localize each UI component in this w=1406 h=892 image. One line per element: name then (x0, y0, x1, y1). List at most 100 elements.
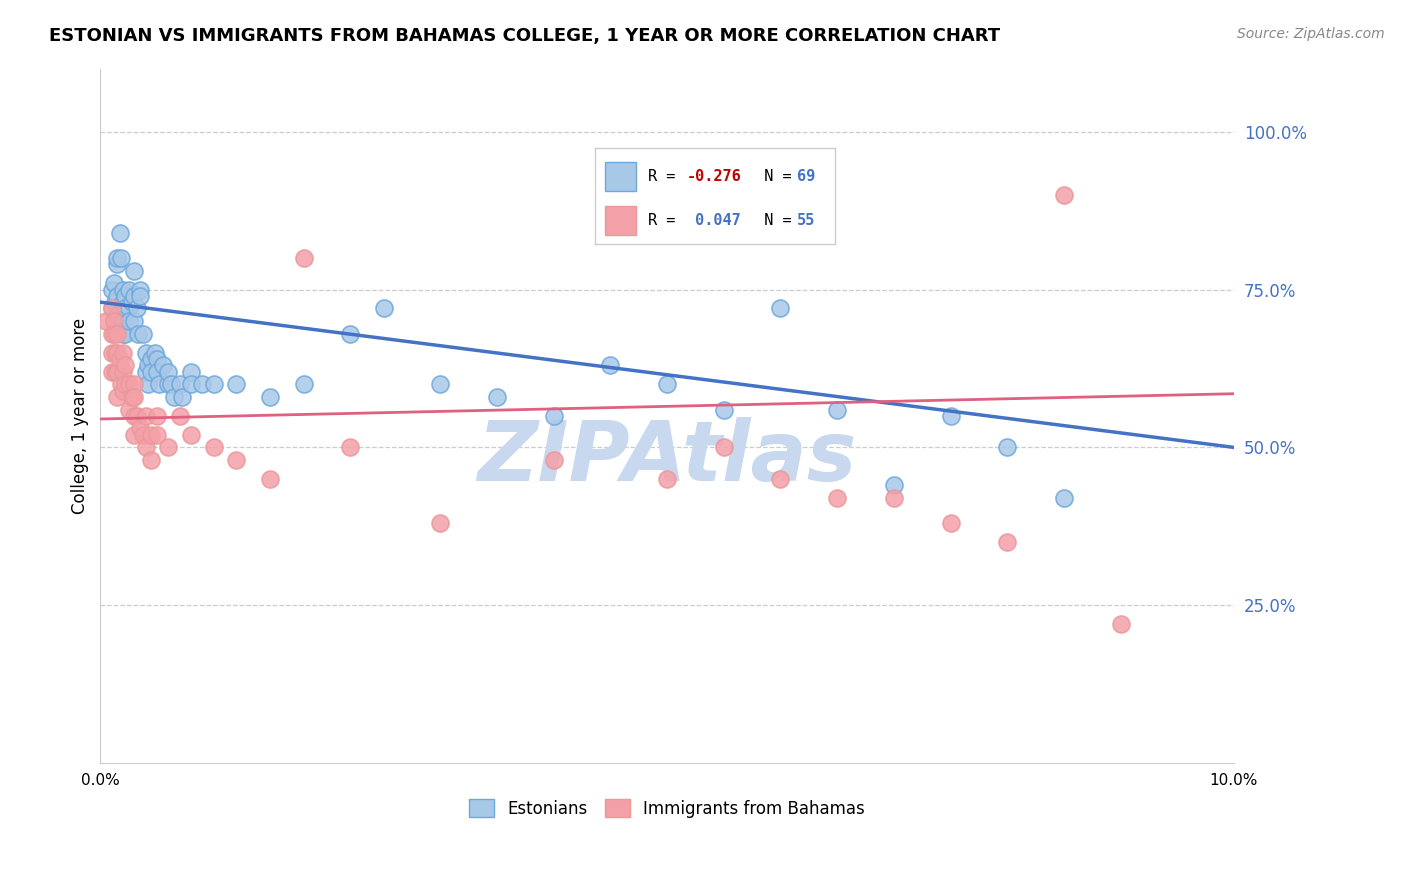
Point (111, 295, 134, 310)
Text: 55: 55 (797, 213, 815, 227)
Point (141, 351, 163, 366)
Point (104, 345, 127, 359)
Point (105, 326, 128, 341)
Point (100, 301, 122, 316)
Point (135, 365, 157, 379)
Text: N =: N = (747, 169, 801, 184)
Point (121, 295, 143, 310)
Point (163, 390, 186, 404)
Point (486, 390, 509, 404)
Point (225, 377, 247, 392)
Point (157, 377, 180, 392)
Point (118, 301, 141, 316)
Text: 0.047: 0.047 (686, 213, 741, 227)
Point (111, 384, 134, 398)
Point (292, 251, 315, 265)
Text: Source: ZipAtlas.com: Source: ZipAtlas.com (1237, 27, 1385, 41)
Point (110, 251, 132, 265)
Point (111, 314, 134, 328)
Point (713, 441, 735, 455)
Point (118, 283, 141, 297)
Point (135, 345, 157, 359)
Text: 69: 69 (797, 169, 815, 184)
Legend: Estonians, Immigrants from Bahamas: Estonians, Immigrants from Bahamas (463, 793, 872, 824)
Text: ZIPAtlas: ZIPAtlas (478, 417, 856, 498)
Point (146, 351, 169, 366)
Point (429, 377, 451, 392)
Point (191, 377, 214, 392)
Text: R =: R = (648, 213, 685, 227)
Point (339, 326, 361, 341)
Point (100, 365, 122, 379)
Point (105, 390, 128, 404)
Point (939, 516, 962, 531)
Point (373, 301, 395, 316)
Point (259, 472, 281, 486)
Point (825, 491, 848, 505)
Point (103, 314, 125, 328)
Point (939, 409, 962, 423)
Point (105, 365, 128, 379)
Point (141, 427, 163, 442)
Point (143, 345, 166, 359)
Point (127, 326, 149, 341)
Point (121, 390, 143, 404)
Point (825, 402, 848, 417)
Point (202, 377, 225, 392)
Point (543, 409, 565, 423)
Point (132, 427, 155, 442)
Point (995, 535, 1018, 549)
Point (100, 301, 122, 316)
Point (124, 427, 146, 442)
Point (129, 283, 152, 297)
Point (1053, 187, 1076, 202)
Point (118, 377, 141, 392)
Point (146, 365, 169, 379)
Text: N =: N = (747, 213, 801, 227)
Y-axis label: College, 1 year or more: College, 1 year or more (72, 318, 89, 514)
Point (114, 359, 136, 373)
Point (713, 402, 735, 417)
Point (180, 427, 202, 442)
Point (157, 441, 180, 455)
Point (136, 359, 159, 373)
Point (170, 390, 193, 404)
Point (148, 377, 170, 392)
Point (655, 472, 678, 486)
Point (114, 301, 136, 316)
Point (103, 326, 125, 341)
FancyBboxPatch shape (605, 206, 636, 235)
Point (108, 226, 131, 240)
Point (655, 377, 678, 392)
Point (103, 277, 125, 291)
Point (146, 409, 169, 423)
Point (105, 345, 128, 359)
Point (114, 377, 136, 392)
Point (769, 301, 792, 316)
Point (1109, 617, 1132, 632)
Point (129, 289, 152, 303)
Point (124, 263, 146, 277)
Point (125, 409, 148, 423)
Point (225, 453, 247, 467)
Point (111, 345, 134, 359)
Point (103, 314, 125, 328)
Point (152, 359, 174, 373)
Point (169, 377, 191, 392)
Point (110, 377, 132, 392)
Point (111, 365, 134, 379)
Point (599, 359, 621, 373)
Text: -0.276: -0.276 (686, 169, 741, 184)
Point (132, 326, 155, 341)
Point (883, 478, 905, 492)
Point (104, 295, 127, 310)
Point (105, 308, 128, 322)
Point (118, 314, 141, 328)
Point (135, 409, 157, 423)
Point (124, 314, 146, 328)
Point (146, 427, 169, 442)
Point (141, 365, 163, 379)
Point (104, 365, 127, 379)
Point (124, 390, 146, 404)
Text: ESTONIAN VS IMMIGRANTS FROM BAHAMAS COLLEGE, 1 YEAR OR MORE CORRELATION CHART: ESTONIAN VS IMMIGRANTS FROM BAHAMAS COLL… (49, 27, 1000, 45)
